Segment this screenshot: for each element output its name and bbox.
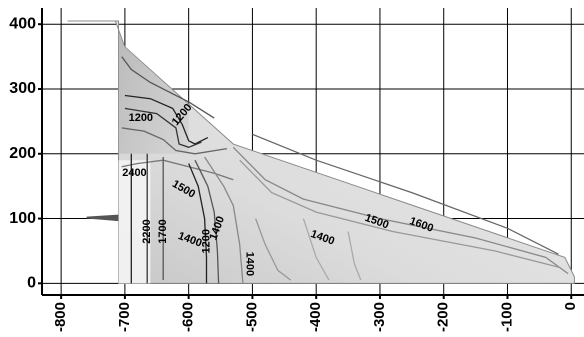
contour-line-16 xyxy=(347,231,362,281)
contour-label-8: 1200 xyxy=(200,229,212,253)
contour-line-12 xyxy=(239,159,559,268)
contour-line-2 xyxy=(124,107,202,148)
y-tick-label-3: 300 xyxy=(9,80,36,97)
x-tick-label-2: -600 xyxy=(180,302,197,332)
contour-label-2: 2400 xyxy=(122,167,146,179)
contour-label-0: 1200 xyxy=(129,112,153,124)
x-tick-label-7: -100 xyxy=(498,302,515,332)
contour-label-5: 1700 xyxy=(157,219,169,243)
contour-line-11 xyxy=(232,146,569,275)
x-tick-label-0: -800 xyxy=(52,302,69,332)
contour-line-8 xyxy=(188,163,208,284)
x-tick-label-6: -200 xyxy=(435,302,452,332)
contour-line-0 xyxy=(121,56,215,119)
y-tick-label-4: 400 xyxy=(9,15,36,32)
contour-line-13 xyxy=(252,133,559,255)
contour-label-4: 2200 xyxy=(141,219,153,243)
wing-region xyxy=(67,20,575,284)
contour-line-15 xyxy=(302,218,330,281)
x-tick-label-3: -500 xyxy=(243,302,260,332)
high-value-region xyxy=(118,30,189,154)
contour-line-3 xyxy=(121,127,228,155)
contour-line-14 xyxy=(254,218,292,281)
contour-line-4 xyxy=(121,159,234,181)
y-tick-label-1: 100 xyxy=(9,210,36,227)
wing-planform xyxy=(67,20,575,284)
contour-line-1 xyxy=(124,94,209,145)
plot-frame xyxy=(41,8,584,296)
root-spike xyxy=(86,214,119,222)
contour-line-10 xyxy=(204,156,244,284)
contour-label-9: 1400 xyxy=(243,252,255,276)
y-tick-label-0: 0 xyxy=(27,275,36,292)
root-region xyxy=(118,160,151,284)
x-axis-ticks: -800 -700 -600 -500 -400 -300 -200 -100 0 xyxy=(52,295,579,332)
x-tick-label-1: -700 xyxy=(116,302,133,332)
x-tick-label-8: 0 xyxy=(562,302,579,310)
y-tick-label-2: 200 xyxy=(9,145,36,162)
x-tick-label-4: -400 xyxy=(307,302,324,332)
contour-lines xyxy=(121,56,569,284)
y-axis-ticks: 0 100 200 300 400 xyxy=(9,15,42,292)
x-tick-label-5: -300 xyxy=(371,302,388,332)
contour-line-9 xyxy=(194,159,220,284)
